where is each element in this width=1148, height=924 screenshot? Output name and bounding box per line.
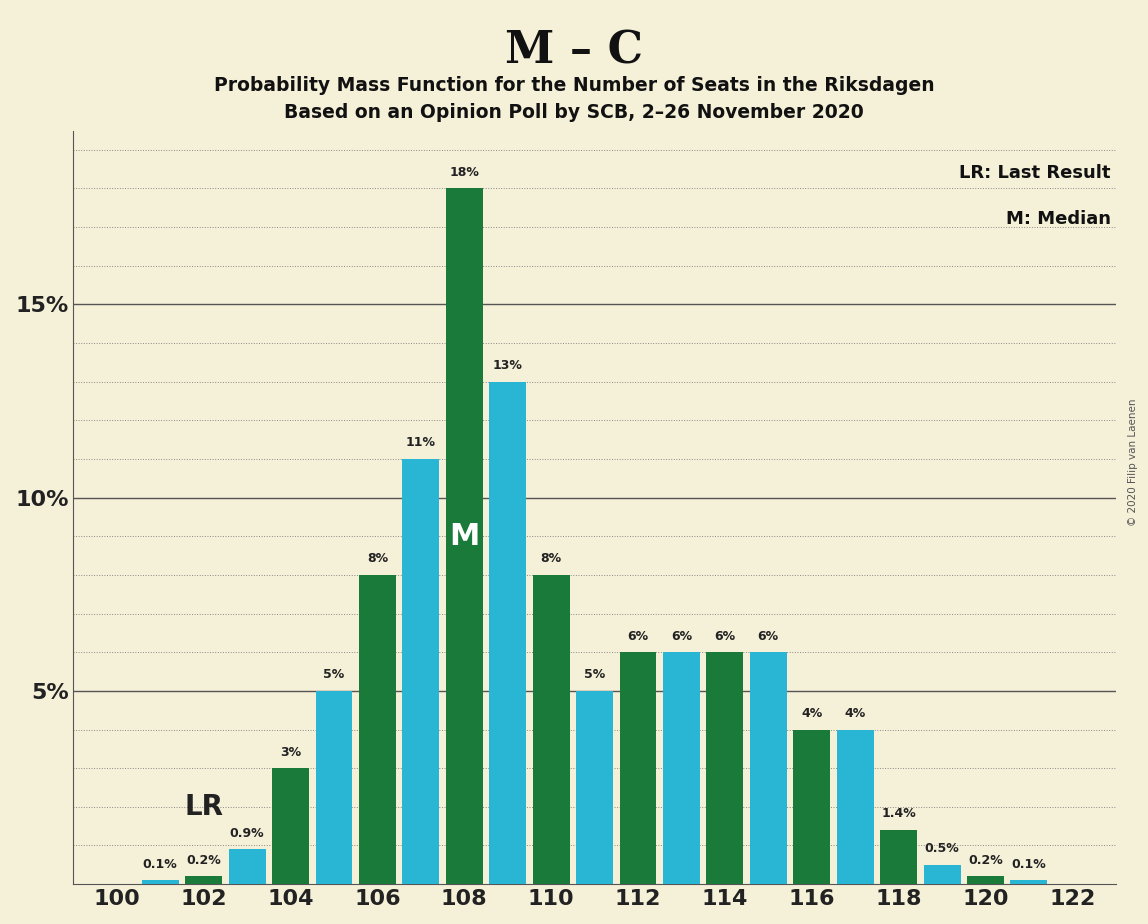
Text: 11%: 11% bbox=[406, 436, 436, 449]
Text: M – C: M – C bbox=[505, 30, 643, 73]
Bar bbox=[793, 730, 830, 884]
Bar bbox=[228, 849, 265, 884]
Bar bbox=[1010, 881, 1047, 884]
Text: 6%: 6% bbox=[758, 629, 778, 642]
Text: 6%: 6% bbox=[628, 629, 649, 642]
Text: 0.1%: 0.1% bbox=[1011, 857, 1046, 870]
Text: © 2020 Filip van Laenen: © 2020 Filip van Laenen bbox=[1128, 398, 1138, 526]
Text: 0.2%: 0.2% bbox=[186, 854, 222, 867]
Text: 0.1%: 0.1% bbox=[142, 857, 178, 870]
Text: 0.2%: 0.2% bbox=[968, 854, 1003, 867]
Text: 8%: 8% bbox=[367, 553, 388, 565]
Bar bbox=[141, 881, 179, 884]
Bar bbox=[750, 652, 786, 884]
Text: 5%: 5% bbox=[324, 668, 344, 681]
Bar bbox=[620, 652, 657, 884]
Bar bbox=[445, 188, 482, 884]
Bar bbox=[185, 876, 222, 884]
Text: 6%: 6% bbox=[670, 629, 692, 642]
Bar bbox=[967, 876, 1004, 884]
Bar bbox=[881, 830, 917, 884]
Text: Based on an Opinion Poll by SCB, 2–26 November 2020: Based on an Opinion Poll by SCB, 2–26 No… bbox=[284, 103, 864, 123]
Text: 0.9%: 0.9% bbox=[230, 827, 264, 840]
Bar bbox=[359, 575, 396, 884]
Bar bbox=[316, 691, 352, 884]
Bar bbox=[576, 691, 613, 884]
Text: 3%: 3% bbox=[280, 746, 301, 759]
Text: 4%: 4% bbox=[845, 707, 866, 720]
Bar bbox=[403, 459, 440, 884]
Bar bbox=[924, 865, 961, 884]
Bar bbox=[706, 652, 744, 884]
Text: 4%: 4% bbox=[801, 707, 822, 720]
Text: LR: Last Result: LR: Last Result bbox=[959, 164, 1110, 182]
Text: LR: LR bbox=[184, 793, 223, 821]
Text: 6%: 6% bbox=[714, 629, 736, 642]
Text: Probability Mass Function for the Number of Seats in the Riksdagen: Probability Mass Function for the Number… bbox=[214, 76, 934, 95]
Text: M: Median: M: Median bbox=[1006, 210, 1110, 227]
Text: 13%: 13% bbox=[492, 359, 522, 372]
Text: 0.5%: 0.5% bbox=[924, 842, 960, 855]
Bar bbox=[664, 652, 700, 884]
Text: 18%: 18% bbox=[449, 165, 479, 179]
Text: 5%: 5% bbox=[584, 668, 605, 681]
Text: 1.4%: 1.4% bbox=[882, 808, 916, 821]
Bar bbox=[489, 382, 526, 884]
Text: 8%: 8% bbox=[541, 553, 561, 565]
Text: M: M bbox=[449, 522, 480, 551]
Bar bbox=[533, 575, 569, 884]
Bar bbox=[837, 730, 874, 884]
Bar bbox=[272, 768, 309, 884]
